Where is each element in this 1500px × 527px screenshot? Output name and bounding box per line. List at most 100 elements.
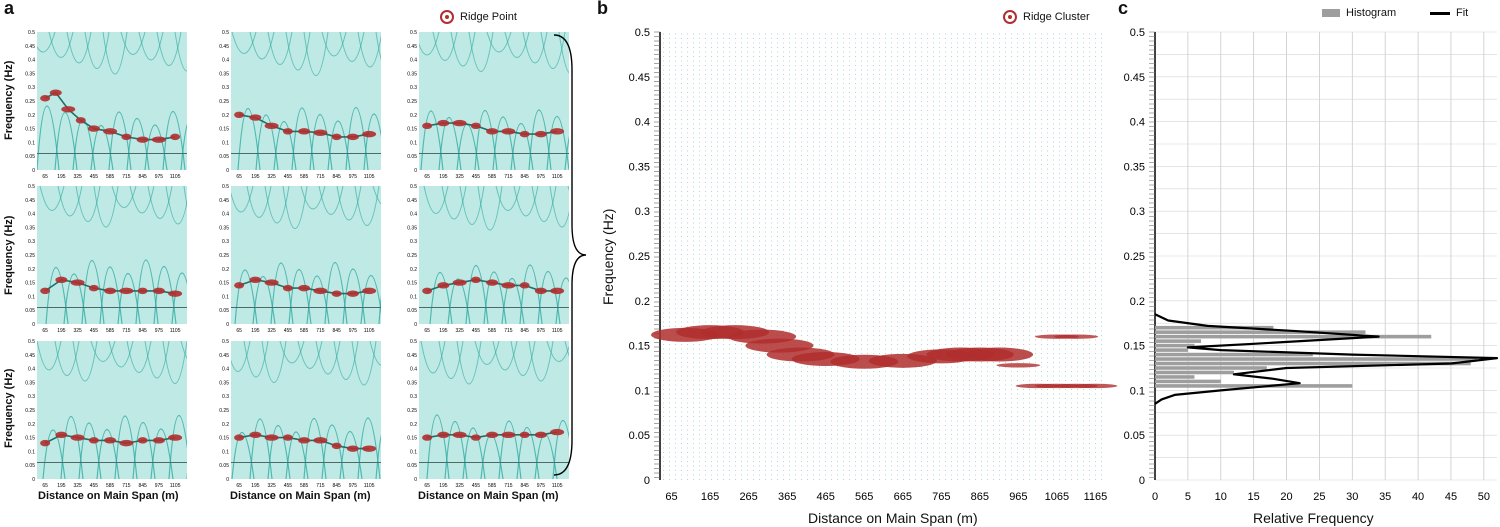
ridge-point <box>486 279 499 286</box>
spectral-arch <box>57 186 83 217</box>
ridge-point <box>437 282 450 289</box>
ridge-point <box>519 431 530 439</box>
y-tick-label: 0.3 <box>28 239 35 245</box>
ridge-point <box>550 287 565 295</box>
ridge-point <box>486 128 499 135</box>
y-tick-label: 0.2 <box>222 267 229 273</box>
y-tick-label: 0.05 <box>1124 430 1145 442</box>
y-tick-label: 0.45 <box>25 198 35 204</box>
ridge-point <box>49 89 62 96</box>
ridge-point <box>234 434 245 441</box>
spectral-arch <box>528 341 554 382</box>
x-tick-label: 715 <box>504 483 513 489</box>
y-tick-label: 0.5 <box>410 30 417 36</box>
ridge-point <box>249 114 262 121</box>
ridge-point <box>168 434 183 441</box>
legend-ridge-cluster: Ridge Cluster <box>1003 10 1090 24</box>
spectral-arch <box>132 422 156 479</box>
spectral-arch <box>108 111 132 170</box>
x-tick-label: 715 <box>316 483 325 489</box>
y-tick-label: 0.1 <box>410 140 417 146</box>
y-tick-label: 0 <box>32 322 35 328</box>
spectral-arch <box>147 186 173 219</box>
y-tick-label: 0.05 <box>25 463 35 469</box>
spectral-arch <box>78 422 102 479</box>
spectral-arch <box>345 106 369 170</box>
y-tick-label: 0.5 <box>222 339 229 345</box>
ridge-point <box>234 111 245 119</box>
y-tick-label: 0.4 <box>222 212 229 218</box>
legend-histogram-label: Histogram <box>1346 7 1397 19</box>
x-tick-label: 65 <box>42 483 48 489</box>
y-tick-label: 0.5 <box>28 30 35 36</box>
spectral-arch <box>66 32 92 64</box>
background-dot-grid <box>663 33 1107 480</box>
y-tick-label: 0.4 <box>410 58 417 64</box>
mini-xlabel-col1: Distance on Main Span (m) <box>38 490 179 502</box>
x-tick-label: 715 <box>316 328 325 334</box>
x-tick-label: 65 <box>42 174 48 180</box>
spectral-arch <box>129 186 155 214</box>
histogram-plot: 0 0.05 0.1 0.15 0.2 0.25 0.3 0.35 0.4 0.45 0.5 0 5 10… <box>1124 27 1499 500</box>
ridge-point <box>534 287 547 295</box>
spectral-arch <box>357 32 381 68</box>
y-tick-label: 0.05 <box>219 308 229 314</box>
ridge-point <box>170 133 181 141</box>
spectral-arch <box>81 259 105 324</box>
y-tick-label: 0 <box>644 475 650 487</box>
x-tick-label: 975 <box>349 328 358 334</box>
y-tick-label: 0.15 <box>219 281 229 287</box>
y-tick-label: 0.45 <box>1124 72 1145 84</box>
spectral-arch <box>37 105 60 170</box>
spectral-arch <box>54 341 80 376</box>
spectral-arch <box>282 186 308 229</box>
y-tick-label: 0.25 <box>407 408 417 414</box>
y-tick-label: 0.05 <box>407 463 417 469</box>
ridge-point <box>55 431 68 439</box>
ridge-point <box>264 434 279 441</box>
y-tick-label: 0 <box>32 477 35 483</box>
spectral-arch <box>420 341 446 374</box>
x-tick-label: 1105 <box>552 174 563 180</box>
ridge-point <box>452 431 467 439</box>
x-tick-label: 195 <box>251 328 260 334</box>
y-tick-label: 0.1 <box>222 140 229 146</box>
spectral-arch <box>382 121 385 171</box>
y-tick-label: 0.4 <box>28 367 35 373</box>
spectrogram-panel: 0 0.05 0.1 0.15 0.2 0.25 0.3 0.35 0.4 0.45 0.5 65 19… <box>218 335 385 497</box>
x-tick-label: 455 <box>90 483 99 489</box>
x-tick-label: 585 <box>106 328 115 334</box>
spectral-arch <box>99 266 123 324</box>
x-tick-label: 25 <box>1313 491 1325 500</box>
spectral-arch <box>336 186 362 221</box>
y-tick-label: 0.45 <box>407 198 417 204</box>
spectral-arch <box>483 271 507 324</box>
spectrogram-panel: 0 0.05 0.1 0.15 0.2 0.25 0.3 0.35 0.4 0.45 0.5 65 19… <box>24 180 191 342</box>
y-tick-label: 0.2 <box>222 422 229 428</box>
legend-fit: Fit <box>1430 7 1468 19</box>
spectral-arch <box>114 415 138 479</box>
spectral-arch <box>339 32 365 62</box>
spectral-arch <box>144 341 170 379</box>
y-tick-label: 0.1 <box>410 294 417 300</box>
x-tick-label: 325 <box>73 328 82 334</box>
y-tick-label: 0.4 <box>410 367 417 373</box>
spectral-arch <box>288 269 312 324</box>
spectral-arch <box>333 341 359 380</box>
legend-ridge-point-label: Ridge Point <box>460 11 517 23</box>
spectral-arch <box>120 32 146 55</box>
y-tick-label: 0.1 <box>410 449 417 455</box>
y-tick-label: 0.5 <box>28 184 35 190</box>
x-tick-label: 265 <box>739 491 757 500</box>
ridge-point <box>362 287 377 295</box>
spectral-arch <box>432 32 458 61</box>
spectral-arch <box>153 266 177 324</box>
y-tick-label: 0.1 <box>222 449 229 455</box>
spectral-arch <box>459 186 485 225</box>
x-tick-label: 455 <box>472 328 481 334</box>
ridge-point <box>136 136 149 143</box>
ridge-track <box>44 91 176 141</box>
ridge-point <box>282 434 293 441</box>
y-tick-label: 0.05 <box>407 308 417 314</box>
y-tick-label: 0.25 <box>629 251 650 263</box>
